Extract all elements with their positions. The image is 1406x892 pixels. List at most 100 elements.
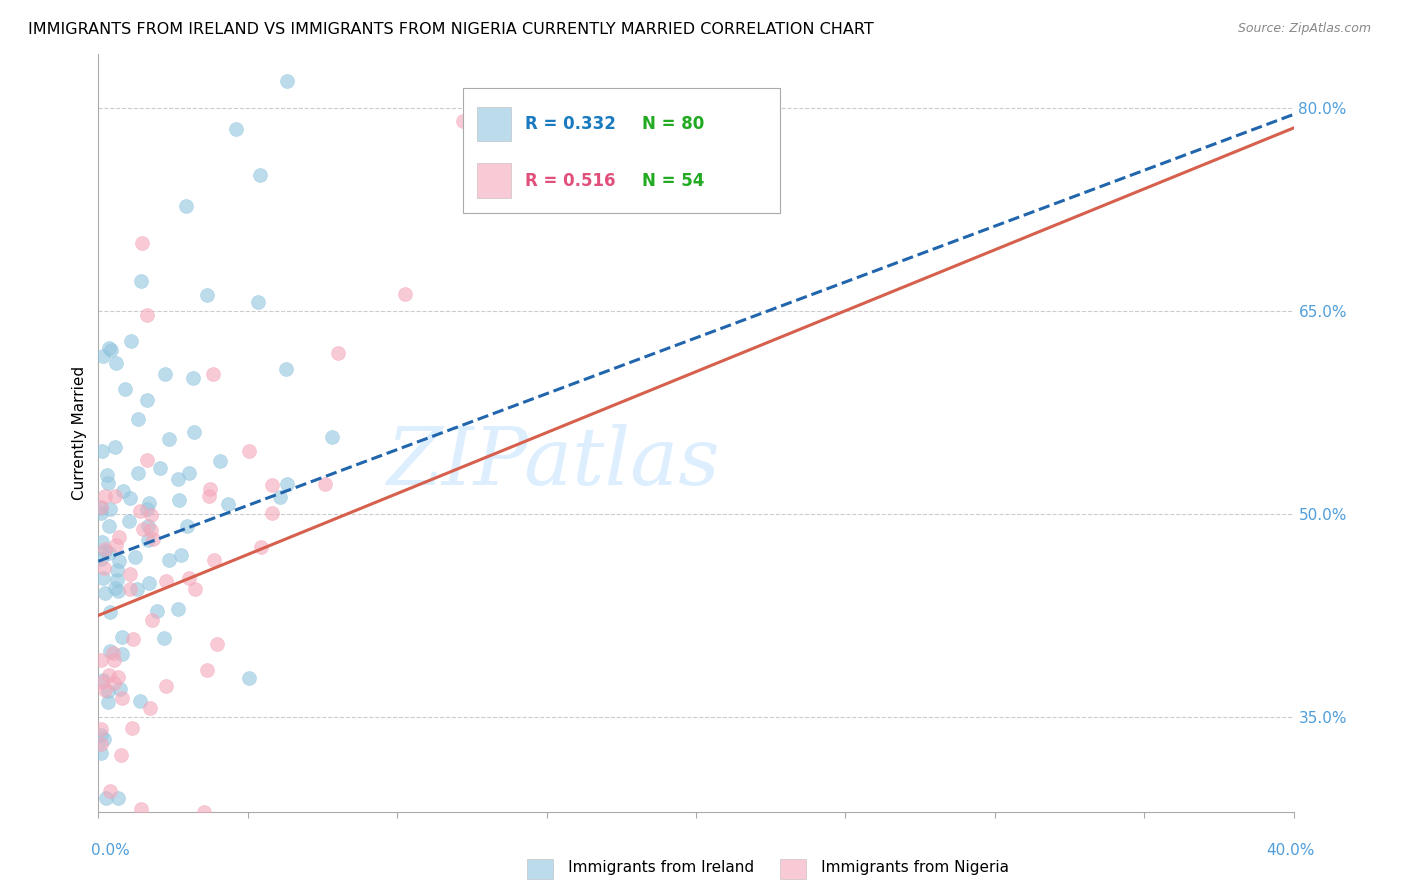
Point: [114, 382, 136, 396]
Point: [96, 684, 118, 698]
Text: R = 0.516: R = 0.516: [524, 171, 616, 189]
Point: [127, 412, 149, 426]
Point: [155, 574, 177, 588]
Point: [120, 334, 142, 349]
Point: [103, 646, 125, 660]
Point: [104, 489, 127, 503]
Point: [184, 582, 207, 597]
Point: [118, 567, 141, 582]
Point: [197, 489, 219, 503]
Point: [111, 690, 134, 705]
Point: [167, 472, 190, 486]
Point: [129, 274, 152, 288]
Point: [107, 669, 129, 683]
Point: [136, 533, 159, 548]
Point: [155, 679, 177, 693]
Point: [107, 791, 129, 805]
Point: [238, 671, 260, 685]
Point: [132, 522, 155, 536]
Text: Source: ZipAtlas.com: Source: ZipAtlas.com: [1237, 22, 1371, 36]
Point: [90, 728, 112, 742]
Point: [202, 367, 225, 381]
Point: [138, 576, 160, 591]
Point: [138, 496, 160, 510]
Point: [91, 349, 114, 363]
Point: [141, 613, 163, 627]
Point: [262, 506, 284, 520]
Point: [153, 632, 176, 646]
Point: [96, 468, 118, 483]
Point: [100, 784, 122, 798]
Point: [105, 573, 128, 587]
Point: [118, 582, 141, 596]
Point: [177, 571, 200, 585]
Point: [208, 453, 231, 467]
Point: [96, 791, 118, 805]
Point: [136, 308, 159, 322]
Point: [122, 632, 145, 647]
Point: [96, 695, 118, 709]
Point: [276, 362, 298, 376]
Text: Immigrants from Nigeria: Immigrants from Nigeria: [787, 860, 1010, 874]
Point: [141, 523, 163, 537]
Point: [105, 539, 128, 553]
Point: [167, 493, 190, 508]
Text: 40.0%: 40.0%: [1267, 843, 1315, 858]
Point: [262, 477, 284, 491]
Point: [110, 747, 132, 762]
Point: [107, 584, 129, 599]
Y-axis label: Currently Married: Currently Married: [72, 366, 87, 500]
Point: [247, 294, 270, 309]
Point: [90, 746, 112, 760]
Point: [157, 553, 180, 567]
Point: [136, 453, 159, 467]
Point: [205, 637, 228, 651]
Point: [100, 343, 122, 358]
Point: [90, 500, 112, 514]
Point: [90, 501, 112, 516]
Point: [153, 368, 176, 382]
Point: [394, 287, 416, 301]
Point: [103, 581, 125, 595]
Point: [94, 542, 117, 557]
Point: [129, 802, 152, 816]
Point: [121, 721, 143, 735]
Point: [98, 546, 121, 560]
Point: [97, 668, 120, 682]
Point: [198, 483, 221, 497]
Point: [91, 673, 114, 688]
Text: N = 80: N = 80: [643, 115, 704, 133]
Point: [103, 653, 125, 667]
Point: [105, 356, 128, 370]
Bar: [477, 163, 510, 198]
Point: [276, 73, 298, 87]
Point: [139, 508, 162, 523]
Point: [90, 552, 112, 566]
Point: [139, 700, 162, 714]
Text: IMMIGRANTS FROM IRELAND VS IMMIGRANTS FROM NIGERIA CURRENTLY MARRIED CORRELATION: IMMIGRANTS FROM IRELAND VS IMMIGRANTS FR…: [28, 22, 875, 37]
Point: [90, 506, 112, 520]
Point: [225, 122, 247, 136]
Point: [183, 425, 205, 439]
Point: [93, 732, 115, 747]
Point: [135, 393, 157, 408]
Point: [238, 443, 260, 458]
Point: [111, 631, 134, 645]
Point: [249, 169, 271, 183]
Point: [90, 674, 112, 689]
Point: [97, 476, 120, 491]
Point: [100, 643, 122, 657]
Text: Immigrants from Ireland: Immigrants from Ireland: [534, 860, 755, 874]
Point: [195, 287, 218, 301]
Point: [146, 604, 169, 618]
Point: [90, 737, 112, 751]
Text: 0.0%: 0.0%: [91, 843, 131, 858]
Point: [269, 491, 291, 505]
Point: [131, 236, 153, 251]
Point: [91, 534, 114, 549]
Point: [136, 518, 159, 533]
Point: [142, 532, 165, 546]
Text: ZIPatlas: ZIPatlas: [385, 425, 720, 501]
Point: [98, 518, 121, 533]
Point: [314, 477, 336, 491]
